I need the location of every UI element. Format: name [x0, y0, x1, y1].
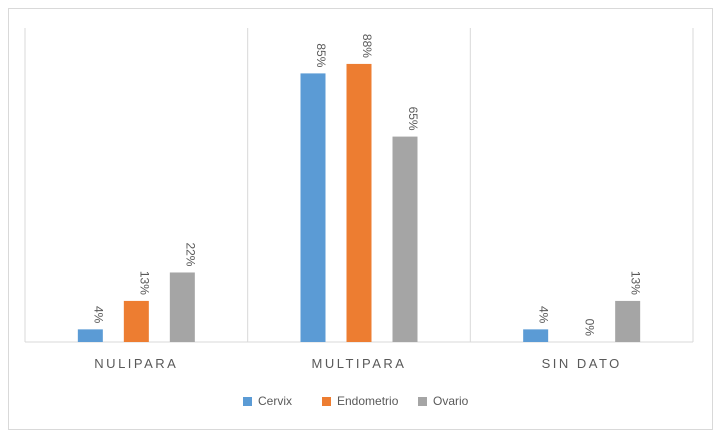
- legend-swatch-cervix: [243, 397, 252, 406]
- data-label-endometrio-0: 13%: [137, 271, 151, 295]
- data-label-cervix-1: 85%: [314, 43, 328, 67]
- category-label-0: NULIPARA: [94, 356, 178, 371]
- bar-cervix-2: [523, 329, 549, 342]
- legend-label-endometrio: Endometrio: [337, 394, 399, 408]
- bar-cervix-0: [77, 329, 103, 342]
- category-label-2: SIN DATO: [542, 356, 622, 371]
- bar-cervix-1: [300, 73, 326, 343]
- category-label-1: MULTIPARA: [312, 356, 407, 371]
- legend-label-ovario: Ovario: [433, 394, 469, 408]
- data-label-cervix-2: 4%: [537, 306, 551, 324]
- legend-swatch-endometrio: [322, 397, 331, 406]
- legend-label-cervix: Cervix: [258, 394, 292, 408]
- legend-swatch-ovario: [418, 397, 427, 406]
- bar-ovario-2: [615, 300, 641, 342]
- bar-endometrio-0: [123, 300, 149, 342]
- data-label-ovario-1: 65%: [406, 107, 420, 131]
- bar-endometrio-1: [346, 63, 372, 343]
- data-label-ovario-0: 22%: [183, 242, 197, 266]
- data-label-ovario-2: 13%: [629, 271, 643, 295]
- data-label-endometrio-1: 88%: [360, 34, 374, 58]
- bar-ovario-0: [169, 272, 195, 342]
- data-label-cervix-0: 4%: [91, 306, 105, 324]
- data-label-endometrio-2: 0%: [583, 319, 597, 337]
- bar-ovario-1: [392, 136, 418, 342]
